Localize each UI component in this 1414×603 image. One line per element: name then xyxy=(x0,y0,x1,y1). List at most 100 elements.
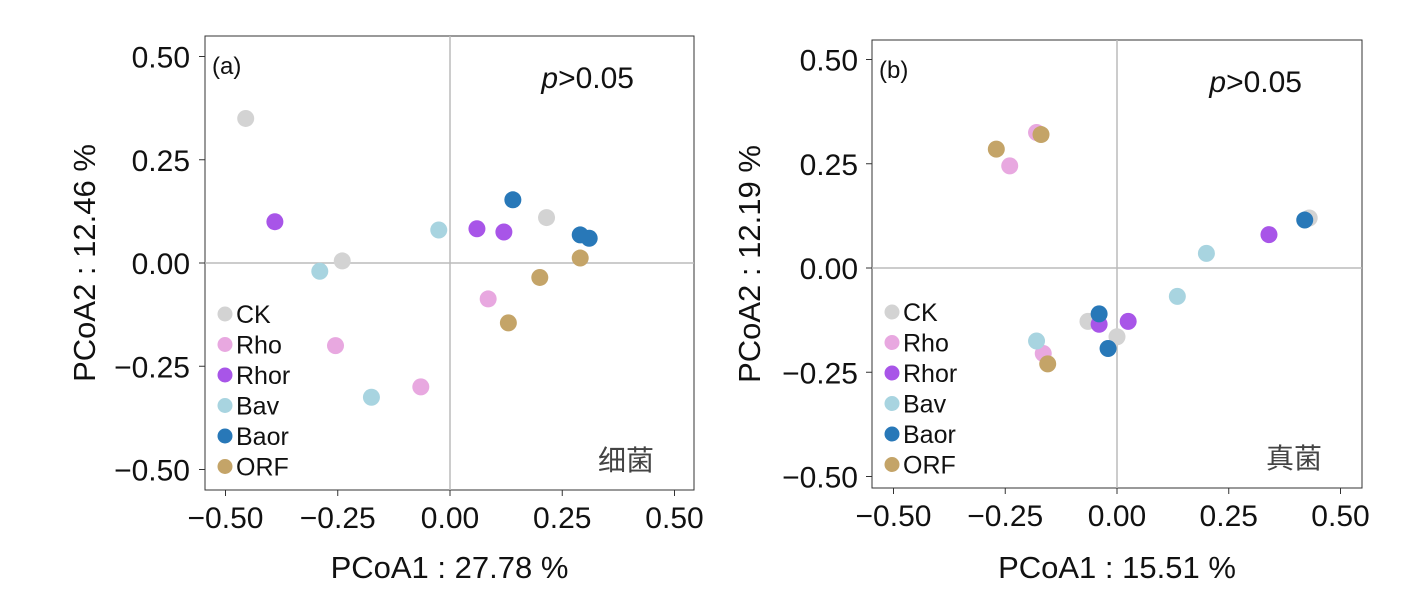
data-point-rho xyxy=(479,290,497,308)
series-baor: Baor xyxy=(217,191,598,451)
series-baor: Baor xyxy=(884,211,1314,449)
legend-label: CK xyxy=(903,299,938,327)
data-point-rhor xyxy=(495,223,513,241)
legend-label: ORF xyxy=(903,452,956,480)
p-value-text: >0.05 xyxy=(558,62,634,95)
data-point-orf xyxy=(499,314,517,332)
data-point-bav xyxy=(1197,244,1215,262)
x-axis-title: PCoA1 : 27.78 % xyxy=(331,550,569,585)
legend-label: Baor xyxy=(236,423,289,451)
x-tick-label: 0.00 xyxy=(1088,500,1146,533)
data-point-rho xyxy=(412,378,430,396)
data-point-ck xyxy=(237,109,255,127)
x-tick-label: 0.25 xyxy=(533,502,591,535)
x-tick-label: −0.25 xyxy=(967,500,1043,533)
series-orf: ORF xyxy=(217,249,589,482)
data-point-bav xyxy=(1028,332,1046,350)
legend-label: Rho xyxy=(903,330,949,358)
x-tick-label: −0.25 xyxy=(300,502,376,535)
legend-marker-rho xyxy=(217,337,233,352)
legend-label: CK xyxy=(236,301,271,329)
data-point-ck xyxy=(333,252,351,270)
y-axis-title: PCoA2 : 12.46 % xyxy=(67,144,102,382)
legend-label: Bav xyxy=(236,393,280,421)
data-point-orf xyxy=(1039,355,1057,373)
panel-b: −0.50 −0.25 0.00 0.25 0.50 0.50 0.25 0.00 −0.25 −… xyxy=(732,39,1370,585)
legend-marker-bav xyxy=(884,396,900,411)
data-point-orf xyxy=(531,268,549,286)
legend-marker-rhor xyxy=(884,365,900,381)
legend-label: Rho xyxy=(236,332,282,360)
legend-label: Bav xyxy=(903,391,947,419)
series-bav: Bav xyxy=(884,244,1215,419)
data-point-ck xyxy=(1108,328,1126,346)
legend-label: Baor xyxy=(903,421,956,449)
data-point-rhor xyxy=(1119,312,1137,330)
data-point-baor xyxy=(1296,211,1314,229)
x-tick-label: 0.50 xyxy=(1311,500,1369,533)
y-tick-label: −0.25 xyxy=(782,357,858,390)
legend-marker-baor xyxy=(884,426,900,442)
data-point-rhor xyxy=(266,213,284,231)
legend-marker-ck xyxy=(884,304,900,320)
y-tick-label: −0.25 xyxy=(114,351,190,384)
y-tick-label: −0.50 xyxy=(114,455,190,488)
data-point-baor xyxy=(504,191,522,209)
data-point-bav xyxy=(430,221,448,239)
y-tick-label: 0.00 xyxy=(800,253,858,286)
x-tick-label: 0.25 xyxy=(1200,500,1258,533)
legend-label: Rhor xyxy=(236,362,290,390)
x-tick-label: −0.50 xyxy=(188,502,264,535)
p-value-annotation: p>0.05 xyxy=(540,62,634,95)
data-point-orf xyxy=(987,140,1005,158)
y-axis-title: PCoA2 : 12.19 % xyxy=(732,145,767,383)
legend-marker-orf xyxy=(884,457,900,472)
legend-marker-orf xyxy=(217,459,233,474)
legend-marker-ck xyxy=(217,306,233,322)
x-tick-label: 0.50 xyxy=(645,502,703,535)
panel-a: −0.50 −0.25 0.00 0.25 0.50 0.50 0.25 0.00 −0.25 −… xyxy=(67,35,704,585)
corner-label: 真菌 xyxy=(1266,442,1322,475)
p-symbol: p xyxy=(540,62,558,95)
x-tick-label: 0.00 xyxy=(421,502,479,535)
legend-label: ORF xyxy=(236,454,289,482)
series-rho: Rho xyxy=(217,290,497,396)
y-tick-label: 0.50 xyxy=(800,45,858,78)
panel-label: (b) xyxy=(879,57,908,84)
p-value-text: >0.05 xyxy=(1226,66,1302,99)
data-point-bav xyxy=(1168,287,1186,305)
series-bav: Bav xyxy=(217,221,448,421)
data-point-ck xyxy=(538,209,556,227)
legend-marker-bav xyxy=(217,398,233,413)
series-orf: ORF xyxy=(884,126,1057,480)
data-point-baor xyxy=(1090,305,1108,323)
p-value-annotation: p>0.05 xyxy=(1208,66,1302,99)
data-point-bav xyxy=(362,388,380,406)
y-tick-label: 0.00 xyxy=(132,248,190,281)
data-point-orf xyxy=(1032,126,1050,144)
series-ck: CK xyxy=(217,109,556,329)
data-point-orf xyxy=(571,249,589,267)
data-point-rho xyxy=(327,337,345,355)
data-point-baor xyxy=(1099,339,1117,357)
p-symbol: p xyxy=(1208,66,1226,99)
data-point-rho xyxy=(1001,157,1019,175)
data-point-bav xyxy=(311,262,329,280)
x-axis-title: PCoA1 : 15.51 % xyxy=(998,550,1236,585)
x-tick-label: −0.50 xyxy=(856,500,932,533)
corner-label: 细菌 xyxy=(598,444,654,477)
series-rhor: Rhor xyxy=(217,213,513,390)
y-tick-label: 0.25 xyxy=(800,149,858,182)
legend-label: Rhor xyxy=(903,360,957,388)
legend-marker-rho xyxy=(884,335,900,350)
legend-marker-baor xyxy=(217,428,233,444)
y-tick-label: −0.50 xyxy=(782,462,858,495)
y-tick-label: 0.50 xyxy=(132,42,190,75)
data-point-rhor xyxy=(468,220,486,238)
data-point-rhor xyxy=(1260,226,1278,244)
y-tick-label: 0.25 xyxy=(132,145,190,178)
legend-marker-rhor xyxy=(217,367,233,383)
data-point-baor xyxy=(580,229,598,247)
panel-label: (a) xyxy=(212,53,241,80)
